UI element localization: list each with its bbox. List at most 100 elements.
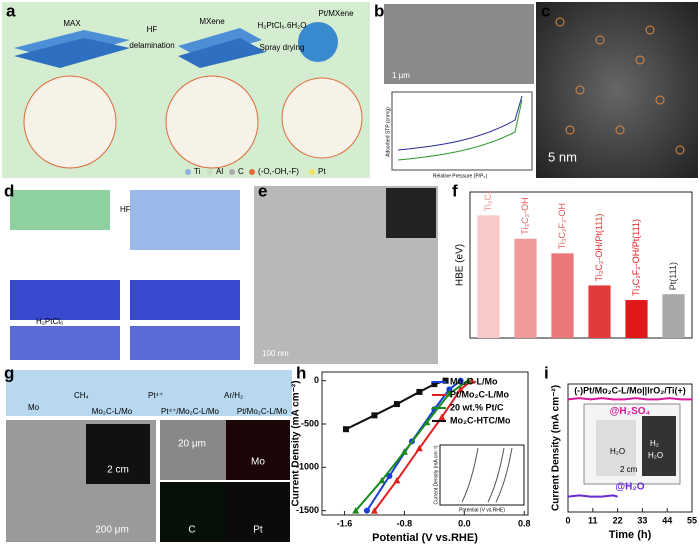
layered [130, 326, 240, 360]
bar-label: Pt(111) [668, 262, 678, 290]
marker [400, 448, 408, 455]
panel-letter: b [374, 1, 384, 20]
marker [415, 444, 423, 452]
annotation: @H₂SO₄ [610, 406, 651, 417]
bar [514, 238, 537, 338]
photo [86, 424, 150, 484]
legend-label: 20 wt.% Pt/C [450, 402, 504, 412]
marker [416, 388, 423, 395]
label: Pt⁴⁺ [148, 391, 163, 400]
inset [386, 188, 436, 238]
inset-frame [439, 444, 525, 506]
plot-frame [567, 383, 693, 513]
bar-label: Ti₃C₂F₂-OH/Pt(111) [631, 219, 641, 296]
marker [386, 473, 393, 479]
series-line [354, 379, 469, 512]
bar [662, 294, 685, 338]
legend-label: Mo₂C-L/Mo [450, 376, 498, 386]
plot-frame [321, 371, 529, 516]
marker [438, 413, 446, 421]
legend-label: (-O,-OH,-F) [258, 167, 299, 176]
legend-label: Al [216, 167, 223, 176]
axis-label: Potential (V vs.RHE) [459, 507, 505, 513]
layered [130, 190, 240, 250]
marker [393, 476, 401, 484]
marker [363, 507, 370, 514]
label: Mo₂C-L/Mo [92, 407, 133, 416]
scale-bar: 100 nm [262, 349, 289, 358]
marker [371, 412, 378, 419]
bar [551, 253, 574, 338]
particle-markers [555, 17, 685, 155]
label: H₂ [650, 439, 659, 448]
scale-bar: 20 μm [178, 439, 206, 450]
marker [445, 390, 453, 397]
label: Pt⁴⁺/Mo₂C-L/Mo [161, 407, 219, 416]
x-tick-label: 22 [613, 515, 623, 525]
bar [625, 300, 648, 338]
label: MAX [63, 19, 81, 28]
panel-letter: e [258, 181, 267, 200]
marker [423, 418, 431, 426]
layered [10, 326, 120, 360]
scale-bar: 200 μm [95, 525, 129, 536]
marker [342, 426, 349, 433]
label: H₂PtCl₆.6H₂O [258, 21, 307, 30]
slab [178, 38, 266, 68]
bar-label: Ti₃C₂F₂-OH [557, 203, 567, 249]
marker [352, 507, 360, 514]
scheme [6, 370, 292, 416]
plot-frame [469, 191, 693, 339]
panel-letter: a [6, 1, 16, 20]
marker [431, 381, 438, 388]
marker [370, 507, 378, 514]
y-tick-label: -1000 [296, 462, 319, 472]
isotherm [397, 99, 523, 161]
tem-image [536, 2, 698, 178]
y-tick-label: -1500 [296, 505, 319, 515]
layered [130, 280, 240, 320]
axis-label: Adsorbed STP (cm³/g) [385, 107, 391, 157]
map-label: Mo [251, 457, 265, 468]
marker [457, 385, 465, 393]
isotherm [397, 95, 523, 151]
zoom-circle [23, 75, 117, 169]
panel-letter: g [4, 363, 14, 382]
label: H₂O [648, 451, 663, 460]
marker [442, 377, 449, 384]
eds-map [226, 482, 290, 542]
label: Spray drying [260, 43, 305, 52]
annotation: @H₂O [615, 481, 644, 492]
scale-bar: 5 nm [548, 149, 577, 164]
label: HF [147, 25, 158, 34]
map-label: Pt [253, 525, 263, 536]
bar [477, 215, 500, 338]
x-tick-label: -0.8 [397, 518, 413, 528]
legend-label: Mo₂C-HTC/Mo [450, 415, 511, 425]
cell [642, 416, 676, 476]
panel-letter: h [296, 363, 306, 382]
zoom-circle [165, 75, 259, 169]
eds-map [226, 420, 290, 480]
label: Mo [28, 403, 40, 412]
x-tick-label: 11 [588, 515, 598, 525]
bar-label: Ti₃C₂-OH [520, 197, 530, 234]
x-tick-label: 0 [565, 515, 570, 525]
scale-bar: 1 μm [392, 71, 410, 80]
y-tick-label: -500 [301, 418, 319, 428]
x-tick-label: 0.0 [458, 518, 471, 528]
x-axis-label: Potential (V vs.RHE) [372, 532, 478, 544]
sem-image [160, 420, 226, 480]
x-tick-label: 0.8 [518, 518, 531, 528]
marker [378, 476, 386, 484]
zoom-circle [281, 77, 363, 159]
marker [446, 386, 453, 393]
label: Pt/Mo₂C-L/Mo [237, 407, 288, 416]
marker [457, 377, 464, 384]
bar [588, 285, 611, 338]
y-axis-label: Current Density (mA cm⁻²) [291, 380, 302, 506]
x-tick-label: -1.6 [337, 518, 353, 528]
y-axis-label: HBE (eV) [455, 244, 466, 286]
plot-frame [391, 91, 533, 171]
label: delamination [129, 41, 174, 50]
